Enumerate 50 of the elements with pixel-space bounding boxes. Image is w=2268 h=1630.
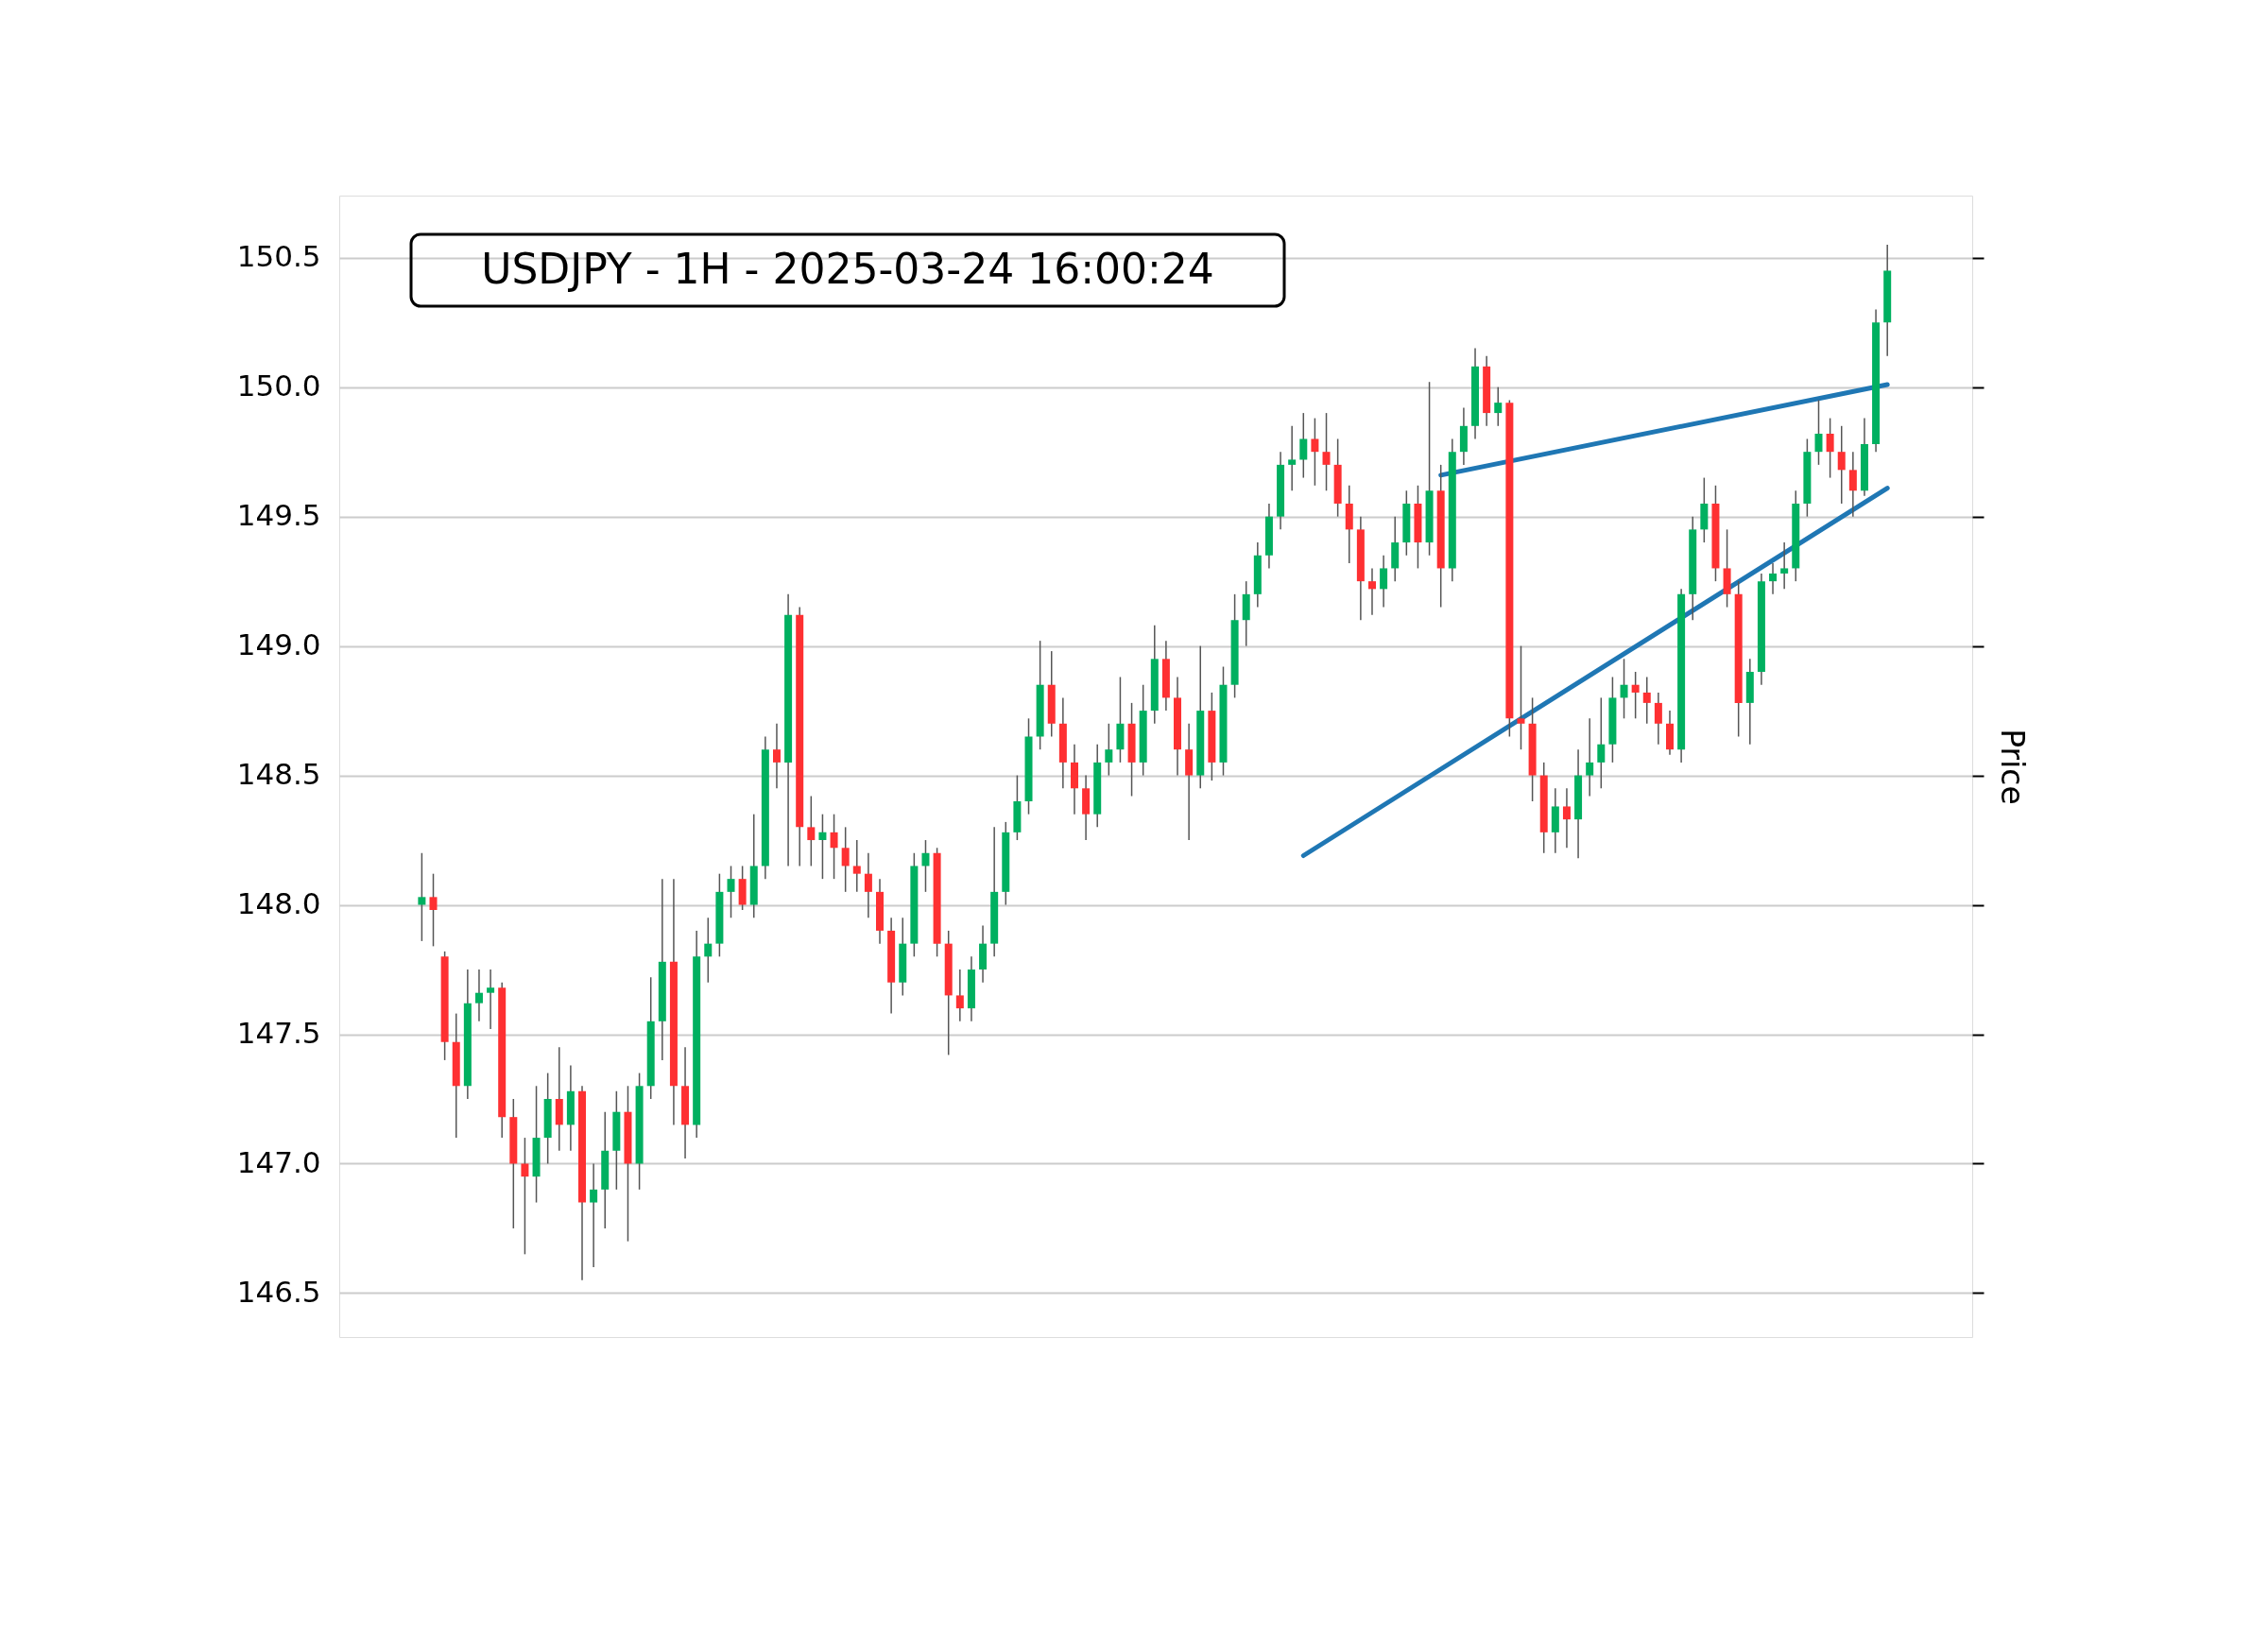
y-tick-label: 150.0 <box>236 369 321 403</box>
candlestick <box>852 839 861 893</box>
y-tick-label: 147.5 <box>236 1016 321 1051</box>
candlestick <box>1299 412 1308 479</box>
y-tick-label: 149.0 <box>236 627 321 662</box>
candlestick <box>1769 562 1778 595</box>
text: USDJPY - 1H - 2025-03-24 16:00:24 <box>481 245 1214 293</box>
candlestick <box>474 969 483 1022</box>
y-tick-label: 149.5 <box>236 498 321 533</box>
candlestick <box>1380 555 1388 609</box>
candlestick <box>1322 412 1331 492</box>
candlestick <box>1517 644 1525 750</box>
candlestick <box>1562 787 1571 849</box>
candlestick <box>429 872 438 948</box>
y-tick-label: 148.5 <box>236 757 321 792</box>
candlestick <box>1642 676 1651 725</box>
candlestick <box>1826 417 1834 479</box>
candlestick <box>1631 671 1640 720</box>
candlestick <box>807 795 816 867</box>
candlestick <box>772 723 781 790</box>
candlestick <box>1654 692 1662 746</box>
candlestick <box>1837 425 1846 505</box>
candlestick <box>727 865 735 918</box>
candlestick <box>1367 567 1376 616</box>
candlestick <box>1105 723 1113 777</box>
candlestick <box>1288 425 1297 492</box>
candlestick <box>1848 451 1857 518</box>
candlestick <box>921 839 930 893</box>
candlestick <box>418 852 426 942</box>
candlestick <box>955 969 964 1022</box>
candlestick <box>1311 417 1319 487</box>
candlestick <box>1814 399 1823 466</box>
candlestick <box>1597 696 1606 790</box>
candlestick <box>830 813 838 880</box>
candlestick <box>521 1137 529 1256</box>
candlestick <box>1494 386 1503 427</box>
candlestick <box>818 813 827 880</box>
candlestick <box>487 969 495 1030</box>
candlestick <box>1780 541 1789 591</box>
candlestick <box>590 1162 598 1268</box>
y-tick-label: 150.5 <box>236 239 321 274</box>
candlestick <box>1586 717 1594 798</box>
candlestick <box>864 852 872 918</box>
candlestick <box>1620 658 1628 720</box>
y-tick-label: 147.0 <box>236 1144 321 1179</box>
y-tick-label: 148.0 <box>236 886 321 921</box>
candlestick <box>841 826 850 893</box>
y-axis-title: Price <box>1993 729 2031 805</box>
candlestick <box>704 917 713 984</box>
y-tick-label: 146.5 <box>236 1274 321 1309</box>
